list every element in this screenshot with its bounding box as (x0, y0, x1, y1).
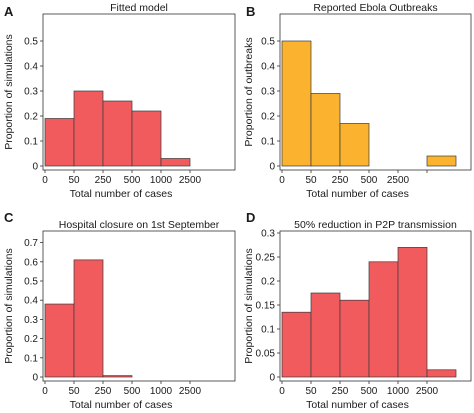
x-tick-label: 500 (124, 386, 141, 397)
plot-frame (279, 13, 472, 171)
x-tick-label: 50 (68, 386, 80, 397)
x-tick-label: 2500 (387, 175, 410, 186)
y-tick-label: 0.3 (261, 229, 275, 240)
x-tick-label: 2500 (179, 175, 202, 186)
x-tick-label: 50 (68, 175, 80, 186)
x-axis-label: Total number of cases (306, 399, 409, 411)
bar (310, 292, 341, 378)
x-tick-label: 2500 (179, 386, 202, 397)
y-tick-label: 0.2 (261, 277, 275, 288)
chart-title: 50% reduction in P2P transmission (294, 219, 457, 231)
bar (426, 369, 457, 378)
y-axis-label: Proportion of simulations (3, 248, 15, 364)
y-tick-label: 0.3 (261, 87, 275, 98)
panel-letter: B (246, 4, 255, 19)
y-tick-label: 0.1 (261, 325, 275, 336)
plot-frame (279, 230, 472, 382)
y-tick-label: 0.2 (24, 334, 38, 345)
bar (339, 299, 370, 378)
y-tick-label: 0.2 (261, 112, 275, 123)
y-tick-label: 0.5 (261, 37, 275, 48)
y-tick-label: 0.25 (256, 253, 276, 264)
bar (397, 247, 428, 378)
y-tick-label: 0.4 (24, 62, 38, 73)
y-tick-label: 0 (32, 162, 38, 173)
x-tick-label: 50 (305, 175, 317, 186)
y-tick-label: 0 (269, 373, 275, 384)
x-tick-label: 0 (42, 175, 48, 186)
bar (73, 259, 104, 378)
x-tick-label: 0 (279, 386, 285, 397)
chart-panel-4: D 50% reduction in P2P transmission 0 0.05 0… (243, 210, 472, 411)
y-axis-label: Proportion of simulations (243, 248, 255, 364)
y-tick-label: 0.15 (256, 301, 276, 312)
bar (102, 100, 133, 167)
bar (281, 311, 312, 378)
x-tick-label: 1000 (387, 386, 410, 397)
panel-letter: C (4, 210, 14, 225)
bar (160, 158, 191, 167)
y-tick-label: 0.4 (24, 296, 38, 307)
bar (281, 40, 312, 167)
bar (102, 375, 133, 378)
x-tick-label: 0 (279, 175, 285, 186)
x-tick-label: 500 (124, 175, 141, 186)
x-tick-label: 500 (361, 386, 378, 397)
plot-frame (42, 230, 236, 382)
x-tick-label: 50 (305, 386, 317, 397)
x-tick-label: 1000 (150, 386, 173, 397)
bar (44, 303, 75, 378)
x-tick-label: 250 (95, 386, 112, 397)
plot-frame (42, 13, 236, 171)
chart-panel-3: C Hospital closure on 1st September 0 0.1 0.… (3, 210, 236, 411)
panel-letter: D (246, 210, 255, 225)
y-axis-label: Proportion of simulations (3, 34, 15, 150)
y-tick-label: 0.5 (24, 37, 38, 48)
x-axis-label: Total number of cases (70, 399, 173, 411)
x-tick-label: 500 (361, 175, 378, 186)
chart-panel-1: A Fitted model 0 0.1 0.2 0.3 0.4 0.5 0 50 250 500 10… (3, 2, 236, 200)
y-tick-label: 0.2 (24, 112, 38, 123)
bar (131, 110, 162, 167)
x-tick-label: 250 (95, 175, 112, 186)
chart-title: Reported Ebola Outbreaks (313, 2, 437, 14)
y-axis-label: Proportion of outbreaks (243, 37, 255, 146)
panel-letter: A (4, 4, 14, 19)
y-tick-label: 0.5 (24, 277, 38, 288)
bar (426, 155, 457, 167)
y-tick-label: 0.1 (24, 137, 38, 148)
x-tick-label: 250 (332, 175, 349, 186)
y-tick-label: 0.4 (261, 62, 275, 73)
bar (368, 261, 399, 378)
x-tick-label: 2500 (416, 386, 439, 397)
y-tick-label: 0.1 (261, 137, 275, 148)
chart-title: Hospital closure on 1st September (59, 219, 220, 231)
y-tick-label: 0.3 (24, 87, 38, 98)
chart-title: Fitted model (110, 2, 168, 14)
bar (339, 123, 370, 167)
y-tick-label: 0.1 (24, 353, 38, 364)
bar (73, 90, 104, 167)
y-tick-label: 0.3 (24, 315, 38, 326)
x-tick-label: 250 (332, 386, 349, 397)
bar (310, 93, 341, 167)
y-tick-label: 0.7 (24, 238, 38, 249)
y-tick-label: 0 (32, 373, 38, 384)
y-tick-label: 0.6 (24, 257, 38, 268)
x-axis-label: Total number of cases (306, 188, 409, 200)
y-tick-label: 0 (269, 162, 275, 173)
bar (44, 118, 75, 167)
x-axis-label: Total number of cases (70, 188, 173, 200)
x-tick-label: 1000 (150, 175, 173, 186)
x-tick-label: 0 (42, 386, 48, 397)
y-tick-label: 0.05 (256, 349, 276, 360)
chart-panel-2: B Reported Ebola Outbreaks 0 0.1 0.2 0.3 0.4 0.… (243, 2, 472, 200)
